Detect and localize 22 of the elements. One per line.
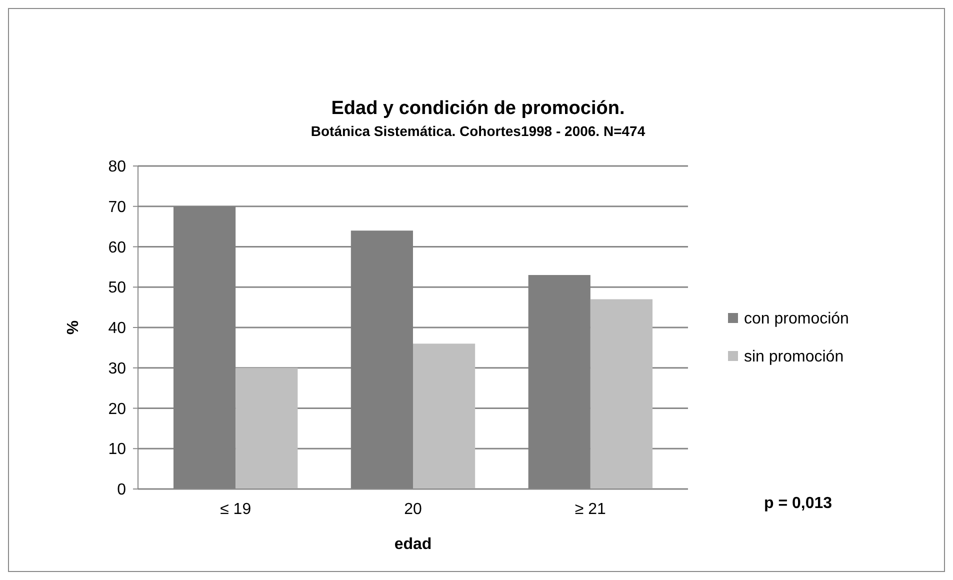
text: p = 0,013 [764,495,832,512]
y-tick-label: 40 [108,320,126,338]
bar [590,299,653,489]
bar [236,368,298,489]
x-axis-title: edad [394,536,432,553]
y-tick-label: 20 [108,400,126,418]
y-tick-label: 10 [108,441,126,458]
chart-subtitle: Botánica Sistemática. Cohortes1998 - 2006. N=474 [310,123,646,139]
chart-title: Edad y condición de promoción. [331,98,625,119]
y-tick-label: 80 [108,158,126,176]
y-tick-label: 30 [108,360,126,378]
x-tick-label: 20 [404,501,422,518]
y-tick-label: 50 [108,280,126,297]
legend-label: sin promoción [744,348,844,366]
x-tick-label: ≤ 19 [220,501,252,518]
y-tick-label: 60 [108,239,126,256]
y-tick-label: 70 [108,198,126,216]
x-tick-label: ≥ 21 [574,501,606,518]
y-tick-label: 0 [117,482,126,499]
legend-label: con promoción [744,310,849,328]
bar [413,344,476,489]
y-axis-title: % [65,320,82,335]
